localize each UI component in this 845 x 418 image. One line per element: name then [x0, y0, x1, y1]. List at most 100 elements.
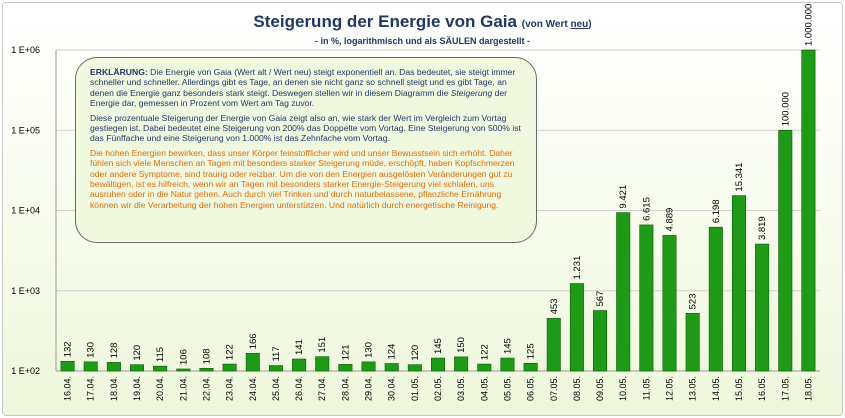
bar	[708, 226, 723, 372]
bar-value-label: 145	[433, 338, 444, 354]
x-tick-label: 13.05.	[688, 376, 698, 401]
x-tick-label: 17.04.	[86, 376, 96, 401]
y-tick-label: 1 E+06	[11, 45, 40, 55]
x-tick-label: 21.04.	[178, 376, 188, 401]
bar-value-label: 6.615	[641, 197, 652, 221]
x-tick-label: 20.04.	[155, 376, 165, 401]
bar	[199, 368, 214, 372]
x-tick-label: 05.05.	[502, 376, 512, 401]
title-main: Steigerung der Energie von Gaia	[253, 12, 517, 31]
title-note-underlined: neu	[570, 19, 589, 30]
bar	[268, 365, 283, 372]
x-tick-label: 16.04.	[63, 376, 73, 401]
bar-value-label: 125	[526, 343, 537, 359]
bar	[245, 353, 260, 372]
bar-value-label: 106	[178, 349, 189, 365]
bar-value-label: 120	[410, 345, 421, 361]
bar-value-label: 1.231	[572, 256, 583, 280]
bar	[430, 357, 445, 372]
bar	[176, 368, 191, 372]
x-tick-label: 14.05.	[711, 376, 721, 401]
bar-value-label: 141	[294, 339, 305, 355]
bar-value-label: 122	[479, 344, 490, 360]
bar	[83, 361, 98, 372]
bar-value-label: 124	[387, 344, 398, 360]
bar-value-label: 115	[155, 347, 166, 362]
bar-value-label: 100.000	[780, 92, 791, 126]
x-tick-label: 10.05.	[618, 376, 628, 401]
x-tick-label: 23.04.	[225, 376, 235, 401]
x-tick-label: 12.05.	[665, 376, 675, 401]
x-tick-label: 29.04.	[364, 376, 374, 401]
bar	[801, 49, 816, 372]
title-note: (von Wert neu)	[521, 19, 592, 30]
x-tick-label: 25.04.	[271, 376, 281, 401]
x-tick-label: 03.05.	[456, 376, 466, 401]
bar	[130, 364, 145, 372]
bar-value-label: 3.819	[757, 216, 768, 240]
bar	[593, 310, 608, 372]
bar-value-label: 117	[271, 346, 282, 361]
info-paragraph-3: Die hohen Energien bewirken, dass unser …	[90, 147, 515, 210]
x-tick-label: 08.05.	[572, 376, 582, 401]
bar-value-label: 9.421	[618, 185, 629, 209]
bar	[523, 362, 538, 372]
bar	[685, 313, 700, 372]
bar	[292, 358, 307, 372]
bar	[778, 129, 793, 372]
bar	[361, 361, 376, 372]
y-tick-label: 1 E+05	[11, 125, 40, 135]
bar	[407, 364, 422, 372]
chart-title: Steigerung der Energie von Gaia (von Wer…	[0, 12, 845, 32]
x-tick-label: 22.04.	[201, 376, 211, 401]
chart-subtitle: - in %, logarithmisch und als SÄULEN dar…	[314, 36, 531, 46]
bar	[616, 212, 631, 372]
bar-value-label: 4.889	[665, 208, 676, 232]
y-tick-label: 1 E+04	[11, 206, 40, 216]
bar-value-label: 523	[688, 293, 699, 309]
bar-value-label: 567	[595, 291, 606, 307]
bar-value-label: 132	[63, 341, 74, 357]
info-paragraph-2: Diese prozentuale Steigerung der Energie…	[90, 112, 521, 144]
bar	[315, 356, 330, 372]
bar	[60, 361, 75, 372]
x-tick-label: 27.04.	[317, 376, 327, 401]
bar-value-label: 128	[109, 343, 120, 359]
bar-value-label: 453	[549, 298, 560, 314]
bar-value-label: 166	[248, 333, 259, 349]
bar-value-label: 151	[317, 337, 328, 353]
info-lead: ERKLÄRUNG:	[90, 67, 148, 77]
bar	[222, 363, 237, 372]
bar	[755, 243, 770, 372]
bar-value-label: 108	[201, 348, 212, 364]
bar-value-label: 120	[132, 345, 143, 361]
bar	[477, 363, 492, 372]
x-tick-label: 28.04.	[340, 376, 350, 401]
bar	[153, 365, 168, 372]
x-tick-label: 04.05.	[479, 376, 489, 401]
bar	[500, 357, 515, 372]
info-box: ERKLÄRUNG: Die Energie von Gaia (Wert al…	[75, 57, 537, 243]
x-tick-label: 11.05.	[641, 376, 651, 400]
x-tick-label: 06.05.	[526, 376, 536, 401]
bar	[546, 318, 561, 372]
bar-value-label: 122	[225, 344, 236, 360]
bar-value-label: 130	[86, 342, 97, 358]
bar-value-label: 121	[340, 344, 351, 360]
bar-value-label: 145	[502, 338, 513, 354]
y-tick-label: 1 E+03	[11, 286, 40, 296]
bar-value-label: 6.198	[711, 199, 722, 223]
bar	[454, 356, 469, 372]
x-tick-label: 07.05.	[549, 376, 559, 401]
bar-value-label: 150	[456, 337, 467, 353]
bar	[569, 283, 584, 372]
bar-value-label: 15.341	[734, 163, 745, 192]
info-paragraph-1: ERKLÄRUNG: Die Energie von Gaia (Wert al…	[90, 67, 516, 109]
x-tick-label: 15.05.	[734, 376, 744, 401]
x-tick-label: 30.04.	[387, 376, 397, 401]
x-tick-label: 24.04.	[248, 376, 258, 401]
bar	[639, 224, 654, 372]
x-tick-label: 01.05.	[410, 376, 420, 401]
x-tick-label: 18.05.	[803, 376, 813, 401]
